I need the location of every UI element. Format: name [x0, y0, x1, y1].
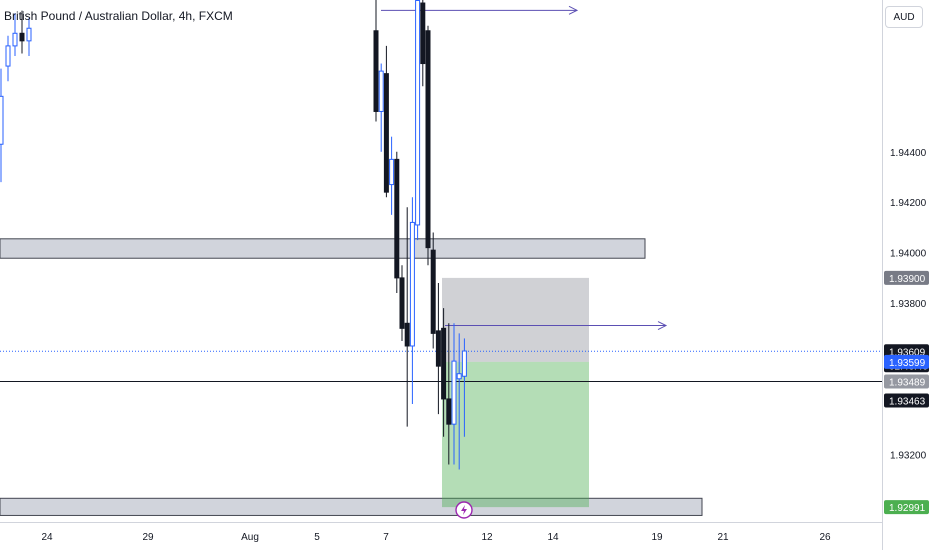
- time-tick-label: 29: [142, 532, 154, 543]
- price-badge-label: 1.93489: [889, 378, 926, 389]
- candle-body: [425, 30, 431, 249]
- price-tick-label: 1.93200: [890, 450, 927, 461]
- time-tick-label: 7: [383, 532, 389, 543]
- candle-body: [5, 45, 11, 67]
- candle-body: [441, 327, 447, 400]
- supply-demand-zone: [0, 238, 646, 259]
- candle-body: [430, 249, 436, 334]
- candle-body: [420, 2, 426, 65]
- candle-body: [435, 330, 441, 367]
- price-badge-label: 1.92991: [889, 503, 926, 514]
- price-tick-label: 1.93800: [890, 299, 927, 310]
- ray-arrow-icon: [657, 321, 668, 331]
- candle-body: [404, 322, 410, 347]
- time-tick-label: 19: [651, 532, 663, 543]
- candle-body: [389, 158, 395, 186]
- price-badge: [884, 354, 929, 369]
- price-badge-label: 1.93609: [889, 347, 926, 358]
- position-reward-area: [442, 361, 589, 508]
- price-tick-label: 1.94000: [890, 249, 927, 260]
- candle-body: [409, 221, 415, 347]
- plot-area: [0, 0, 882, 522]
- candle-body: [451, 360, 457, 425]
- candle-body: [12, 32, 18, 47]
- candle-body: [415, 0, 421, 226]
- price-tick-label: 1.94200: [890, 198, 927, 209]
- time-tick-label: 24: [41, 532, 53, 543]
- candle-body: [383, 73, 389, 193]
- price-badge: [884, 270, 929, 285]
- candle-body: [394, 158, 400, 279]
- chart-title: British Pound / Australian Dollar, 4h, F…: [4, 9, 233, 23]
- time-tick-label: 5: [314, 532, 320, 543]
- supply-demand-zone: [0, 497, 703, 516]
- price-badge-label: 1.93900: [889, 274, 926, 285]
- candle-body: [399, 277, 405, 329]
- price-badge: [884, 500, 929, 515]
- price-badge: [884, 393, 929, 408]
- candle-body: [378, 70, 384, 112]
- time-tick-label: 14: [547, 532, 559, 543]
- price-tick-label: 1.94400: [890, 148, 927, 159]
- time-tick-label: Aug: [241, 532, 259, 543]
- candle-body: [456, 373, 462, 380]
- candle-body: [446, 398, 452, 425]
- price-badge-label: 1.93599: [889, 358, 926, 369]
- price-badge-label: 1.93463: [889, 396, 926, 407]
- candle-body: [0, 95, 4, 145]
- currency-button[interactable]: AUD: [885, 6, 923, 28]
- time-tick-label: 21: [717, 532, 729, 543]
- candle-body: [373, 30, 379, 112]
- price-badge: [884, 374, 929, 389]
- time-tick-label: 26: [819, 532, 831, 543]
- candle-body: [461, 350, 467, 377]
- candle-body: [26, 27, 32, 42]
- position-risk-area: [442, 277, 589, 362]
- ray-arrow-icon: [568, 5, 579, 15]
- time-tick-label: 12: [481, 532, 493, 543]
- lightning-icon: [461, 505, 467, 515]
- candle-body: [19, 32, 25, 42]
